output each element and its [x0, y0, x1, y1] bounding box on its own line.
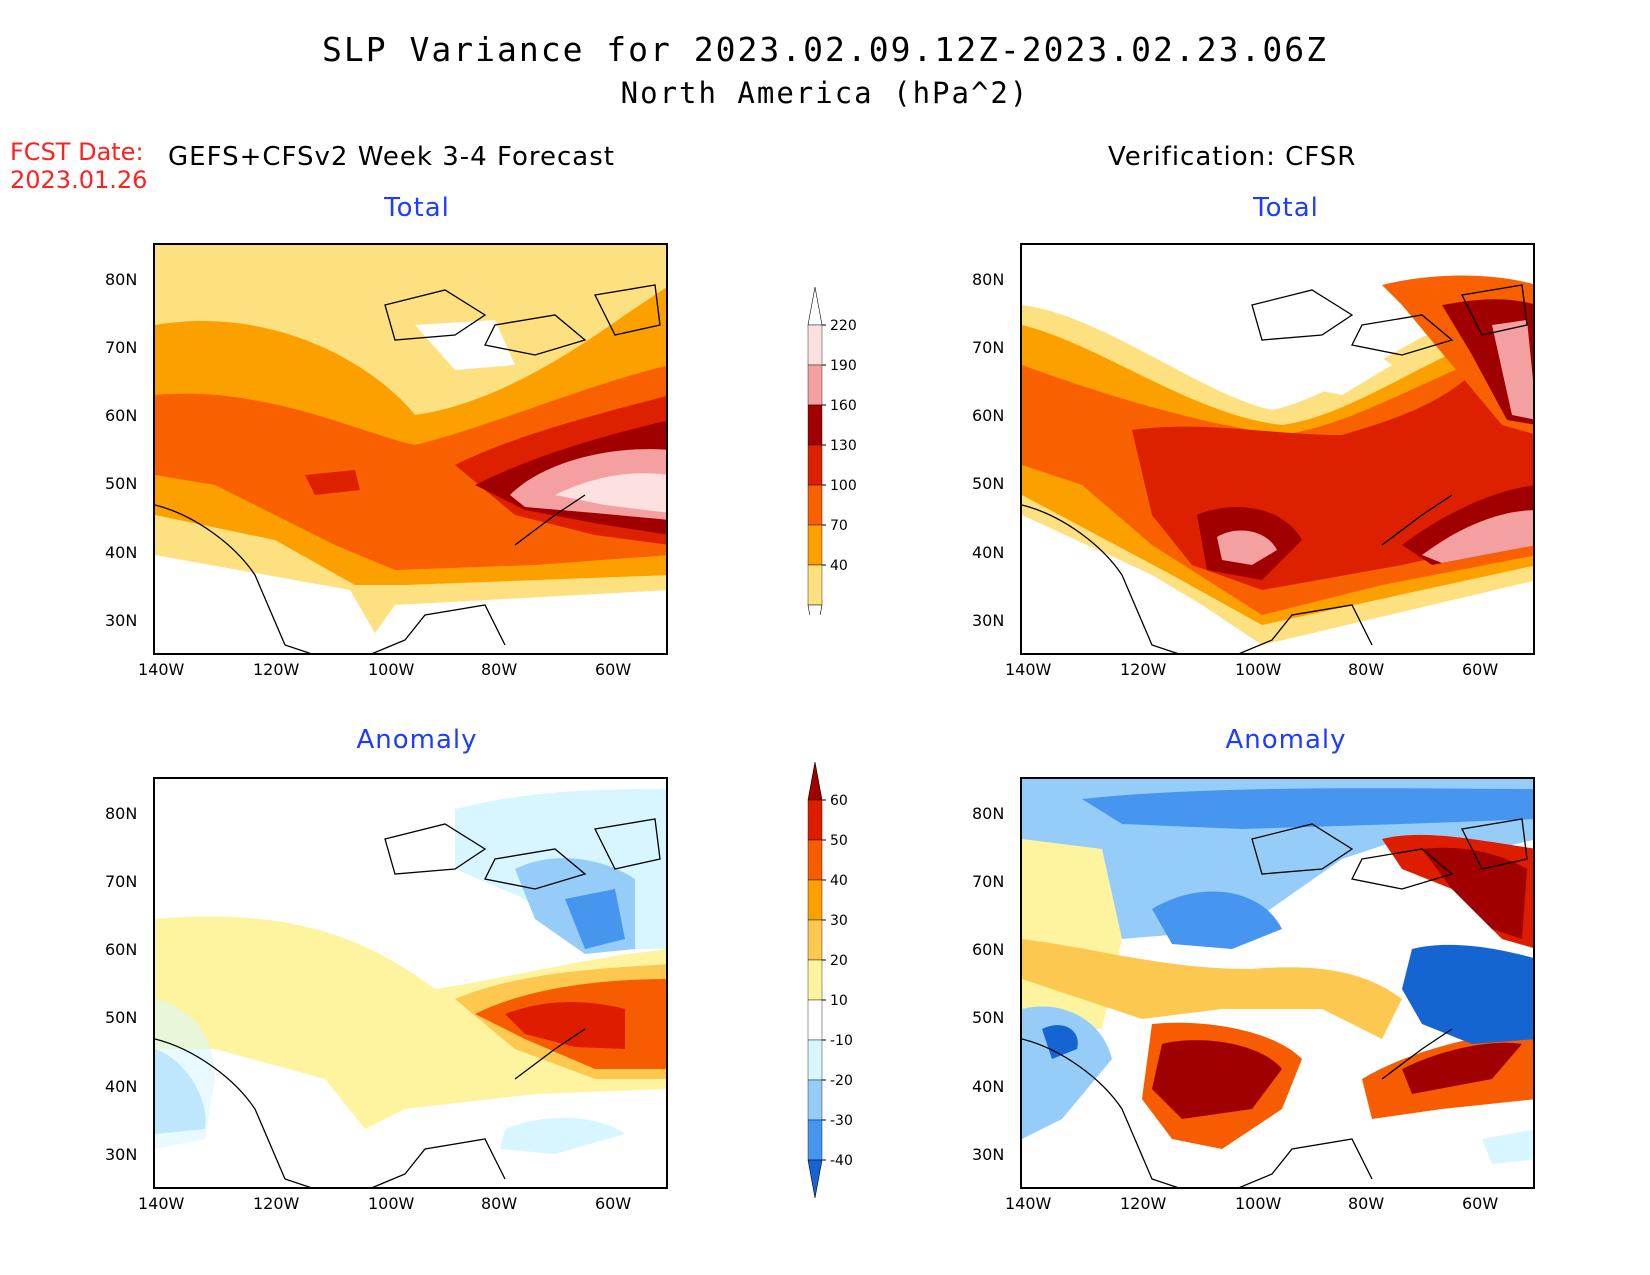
lat-tick-label: 70N — [972, 338, 1005, 357]
colorbar-swatch — [807, 879, 823, 921]
colorbar-bottom-arrow — [807, 1159, 823, 1199]
colorbar-label: 220 — [830, 318, 857, 334]
colorbar-swatch — [807, 484, 823, 526]
lat-tick-label: 50N — [105, 474, 138, 493]
lat-tick-label: 60N — [972, 940, 1005, 959]
fcst-date-value: 2023.01.26 — [10, 166, 148, 194]
colorbar-swatch — [807, 564, 823, 606]
colorbar-label: 130 — [830, 438, 857, 454]
lon-tick-label: 120W — [253, 660, 300, 679]
lat-tick-label: 30N — [105, 1145, 138, 1164]
lon-tick-label: 120W — [1120, 1194, 1167, 1213]
lon-tick-label: 140W — [138, 1194, 185, 1213]
colorbar-swatch — [807, 444, 823, 486]
colorbar-swatch — [807, 1119, 823, 1161]
colorbar-label: 20 — [830, 953, 848, 969]
lon-tick-label: 80W — [1348, 660, 1385, 679]
panel-title-forecast-anomaly: Anomaly — [356, 725, 478, 755]
colorbar-label: -20 — [830, 1073, 853, 1089]
panel-title-verification-anomaly: Anomaly — [1225, 725, 1347, 755]
lon-tick-label: 80W — [481, 660, 518, 679]
panel-title-forecast-total: Total — [384, 193, 450, 223]
forecast-header: GEFS+CFSv2 Week 3-4 Forecast — [168, 142, 615, 172]
lat-tick-label: 40N — [972, 1077, 1005, 1096]
anomaly-colorbar: 60 50 40 30 20 10 -10 -20 -30 -40 — [807, 761, 853, 1199]
colorbar-swatch — [807, 1039, 823, 1081]
page-subtitle: North America (hPa^2) — [620, 76, 1030, 110]
lon-tick-label: 80W — [481, 1194, 518, 1213]
colorbar-swatch — [807, 364, 823, 406]
colorbar-label: 30 — [830, 913, 848, 929]
lat-tick-label: 30N — [972, 611, 1005, 630]
map-forecast-anomaly — [153, 777, 668, 1189]
total-colorbar: 220 190 160 130 100 70 40 — [807, 286, 857, 615]
lon-tick-label: 60W — [595, 660, 632, 679]
colorbar-swatch — [807, 324, 823, 366]
colorbar-top-arrow — [807, 286, 823, 326]
lon-tick-label: 60W — [1462, 660, 1499, 679]
verification-header: Verification: CFSR — [1108, 142, 1357, 172]
lon-tick-label: 140W — [1005, 660, 1052, 679]
colorbar-label: -40 — [830, 1153, 853, 1169]
lat-tick-label: 60N — [972, 406, 1005, 425]
lat-tick-label: 50N — [105, 1008, 138, 1027]
lat-tick-label: 80N — [105, 804, 138, 823]
colorbar-label: 40 — [830, 873, 848, 889]
colorbar-swatch — [807, 524, 823, 566]
colorbar-label: -10 — [830, 1033, 853, 1049]
colorbar-swatch — [807, 959, 823, 1001]
colorbar-label: 40 — [830, 558, 848, 574]
lat-tick-label: 80N — [105, 270, 138, 289]
map-verification-total — [1020, 243, 1535, 655]
lon-tick-label: 100W — [368, 660, 415, 679]
lat-tick-label: 70N — [105, 872, 138, 891]
map-verification-anomaly — [1020, 777, 1535, 1189]
lat-tick-label: 80N — [972, 804, 1005, 823]
colorbar-label: 50 — [830, 833, 848, 849]
lat-tick-label: 40N — [972, 543, 1005, 562]
lat-tick-label: 70N — [972, 872, 1005, 891]
colorbar-label: 60 — [830, 793, 848, 809]
map-forecast-total — [153, 243, 668, 655]
fcst-date-label: FCST Date: — [10, 138, 144, 166]
colorbar-bottom-arrow — [807, 604, 823, 615]
lat-tick-label: 40N — [105, 543, 138, 562]
lat-tick-label: 80N — [972, 270, 1005, 289]
colorbar-swatch — [807, 799, 823, 841]
lat-tick-label: 50N — [972, 474, 1005, 493]
lon-tick-label: 100W — [368, 1194, 415, 1213]
colorbar-swatch — [807, 919, 823, 961]
colorbar-label: 70 — [830, 518, 848, 534]
colorbar-label: 100 — [830, 478, 857, 494]
colorbar-swatch — [807, 999, 823, 1041]
colorbar-label: -30 — [830, 1113, 853, 1129]
lat-tick-label: 30N — [105, 611, 138, 630]
lon-tick-label: 120W — [1120, 660, 1167, 679]
fcst-label: FCST Date: 2023.01.26 — [10, 138, 147, 194]
lat-tick-label: 60N — [105, 406, 138, 425]
colorbar-swatch — [807, 404, 823, 446]
lat-tick-label: 50N — [972, 1008, 1005, 1027]
lon-tick-label: 60W — [1462, 1194, 1499, 1213]
lat-tick-label: 40N — [105, 1077, 138, 1096]
colorbar-label: 10 — [830, 993, 848, 1009]
colorbar-label: 190 — [830, 358, 857, 374]
colorbar-swatch — [807, 839, 823, 881]
colorbar-top-arrow — [807, 761, 823, 801]
colorbar-label: 160 — [830, 398, 857, 414]
lon-tick-label: 80W — [1348, 1194, 1385, 1213]
lon-tick-label: 140W — [1005, 1194, 1052, 1213]
lon-tick-label: 120W — [253, 1194, 300, 1213]
lon-tick-label: 140W — [138, 660, 185, 679]
page-title: SLP Variance for 2023.02.09.12Z-2023.02.… — [322, 30, 1328, 69]
colorbar-swatch — [807, 1079, 823, 1121]
lon-tick-label: 100W — [1235, 660, 1282, 679]
panel-title-verification-total: Total — [1253, 193, 1319, 223]
lat-tick-label: 30N — [972, 1145, 1005, 1164]
lon-tick-label: 100W — [1235, 1194, 1282, 1213]
lon-tick-label: 60W — [595, 1194, 632, 1213]
lat-tick-label: 70N — [105, 338, 138, 357]
lat-tick-label: 60N — [105, 940, 138, 959]
